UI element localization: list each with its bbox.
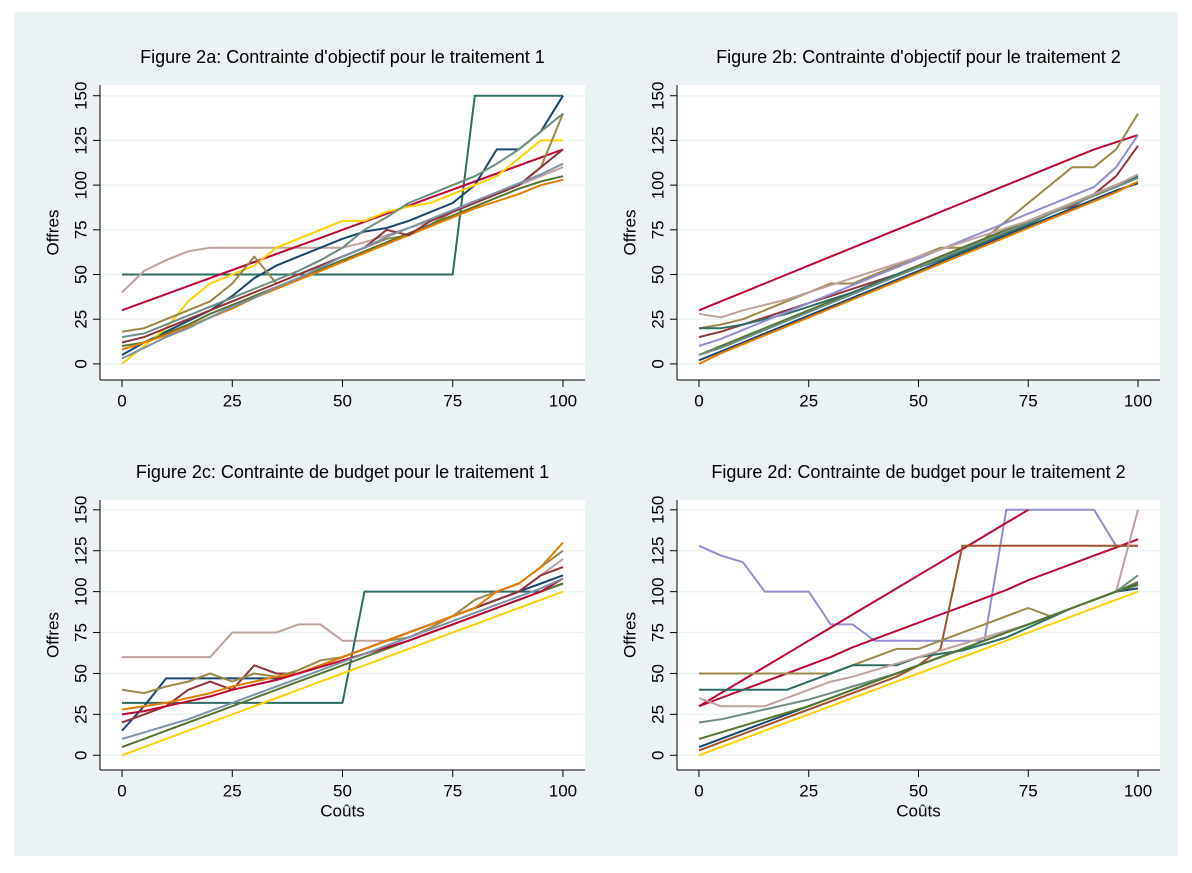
- y-tick-label: 25: [648, 310, 667, 329]
- plot-area: [677, 500, 1160, 770]
- series-line: [121, 178, 564, 351]
- x-tick-label: 75: [1019, 781, 1038, 800]
- series-line: [698, 508, 1138, 642]
- y-tick-label: 25: [71, 705, 90, 724]
- chart-title: Figure 2d: Contrainte de budget pour le …: [711, 462, 1125, 482]
- y-tick-label: 0: [71, 359, 90, 368]
- x-tick-label: 50: [333, 781, 352, 800]
- x-tick-label: 25: [223, 391, 242, 410]
- chart-title: Figure 2b: Contrainte d'objectif pour le…: [716, 47, 1121, 67]
- y-tick-label: 150: [71, 82, 90, 110]
- y-tick-label: 100: [71, 577, 90, 605]
- series-line: [121, 139, 563, 365]
- series-line: [698, 538, 1139, 708]
- x-tick-label: 100: [1124, 781, 1152, 800]
- x-tick-label: 50: [909, 391, 928, 410]
- series-line: [698, 180, 1139, 365]
- x-tick-label: 50: [333, 391, 352, 410]
- y-tick-label: 150: [648, 82, 667, 110]
- y-tick-label: 0: [648, 751, 667, 760]
- y-tick-label: 75: [71, 623, 90, 642]
- plot-area: [100, 500, 585, 770]
- y-tick-label: 75: [648, 623, 667, 642]
- series-line: [698, 182, 1139, 362]
- x-tick-label: 25: [799, 391, 818, 410]
- x-tick-label: 75: [443, 781, 462, 800]
- series-line: [121, 95, 564, 356]
- y-axis-label: Offres: [43, 612, 62, 658]
- y-tick-label: 100: [648, 577, 667, 605]
- y-tick-label: 50: [648, 265, 667, 284]
- x-tick-label: 100: [549, 781, 577, 800]
- y-axis-label: Offres: [43, 210, 62, 256]
- y-axis-label: Offres: [620, 612, 639, 658]
- x-tick-label: 25: [799, 781, 818, 800]
- x-axis-label: Coûts: [320, 801, 364, 820]
- y-tick-label: 50: [648, 664, 667, 683]
- y-tick-label: 50: [71, 265, 90, 284]
- y-axis-label: Offres: [620, 210, 639, 256]
- series-line: [121, 577, 564, 740]
- x-tick-label: 50: [909, 781, 928, 800]
- x-tick-label: 100: [549, 391, 577, 410]
- x-axis-label: Coûts: [896, 801, 940, 820]
- y-tick-label: 125: [71, 537, 90, 565]
- series-line: [121, 162, 564, 360]
- plot-area: [100, 85, 585, 380]
- series-line: [698, 177, 1139, 356]
- x-tick-label: 75: [443, 391, 462, 410]
- x-tick-label: 0: [117, 391, 126, 410]
- panel: Figure 2b: Contrainte d'objectif pour le…: [620, 47, 1160, 410]
- y-tick-label: 150: [71, 496, 90, 524]
- series-line: [121, 148, 564, 312]
- series-line: [121, 112, 564, 339]
- chart-title: Figure 2a: Contrainte d'objectif pour le…: [140, 47, 545, 67]
- y-tick-label: 75: [648, 220, 667, 239]
- y-tick-label: 125: [648, 126, 667, 154]
- y-tick-label: 100: [648, 171, 667, 199]
- y-tick-label: 25: [648, 705, 667, 724]
- x-tick-label: 100: [1124, 391, 1152, 410]
- x-tick-label: 0: [694, 391, 703, 410]
- y-tick-label: 125: [648, 537, 667, 565]
- y-tick-label: 0: [71, 751, 90, 760]
- x-tick-label: 25: [223, 781, 242, 800]
- series-line: [698, 134, 1139, 347]
- y-tick-label: 50: [71, 664, 90, 683]
- panel: Figure 2d: Contrainte de budget pour le …: [620, 462, 1160, 820]
- y-tick-label: 0: [648, 359, 667, 368]
- series-line: [121, 590, 564, 757]
- y-tick-label: 125: [71, 126, 90, 154]
- x-tick-label: 75: [1019, 391, 1038, 410]
- y-tick-label: 25: [71, 310, 90, 329]
- y-tick-label: 75: [71, 220, 90, 239]
- panel: Figure 2a: Contrainte d'objectif pour le…: [43, 47, 585, 410]
- chart-title: Figure 2c: Contrainte de budget pour le …: [136, 462, 549, 482]
- series-line: [698, 590, 1139, 757]
- panel: Figure 2c: Contrainte de budget pour le …: [43, 462, 585, 820]
- y-tick-label: 150: [648, 496, 667, 524]
- y-tick-label: 100: [71, 171, 90, 199]
- series-line: [698, 173, 1139, 319]
- x-tick-label: 0: [117, 781, 126, 800]
- series-line: [698, 134, 1139, 312]
- series-line: [121, 577, 564, 716]
- series-line: [121, 175, 564, 347]
- series-line: [122, 94, 563, 276]
- series-line: [121, 541, 564, 711]
- series-line: [122, 582, 564, 704]
- series-line: [698, 584, 1139, 740]
- x-tick-label: 0: [694, 781, 703, 800]
